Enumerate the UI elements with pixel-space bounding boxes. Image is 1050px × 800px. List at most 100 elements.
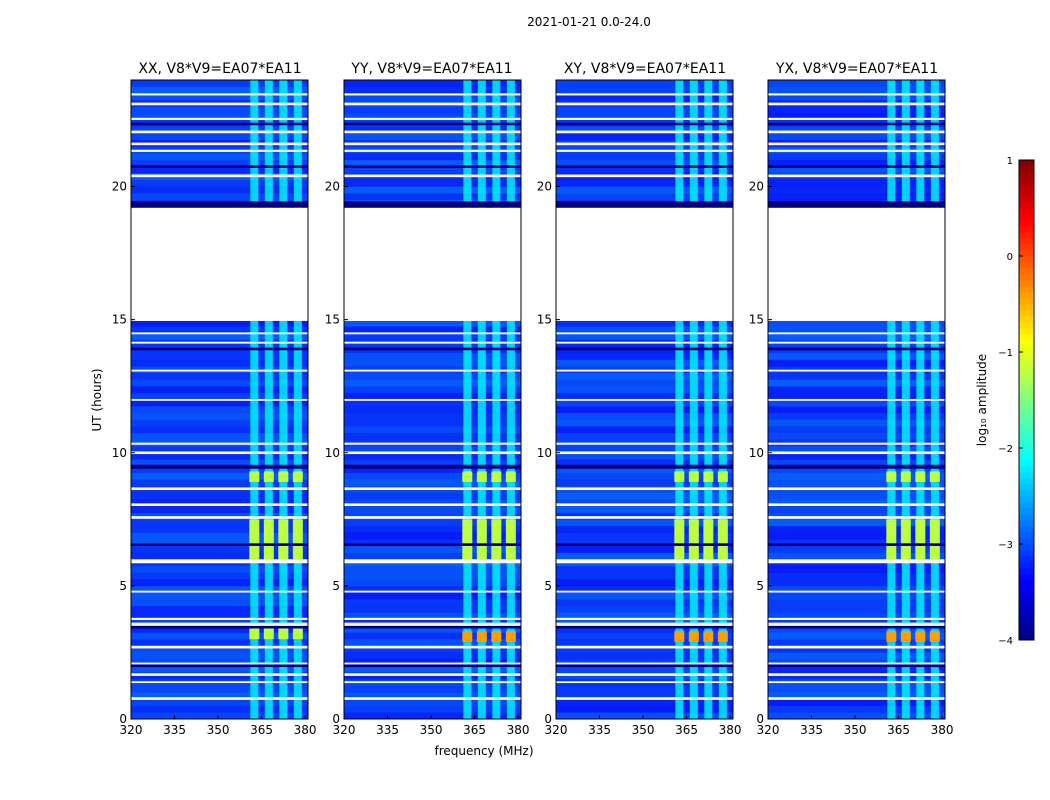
y-tick-label: 15 (112, 313, 127, 327)
noise-row (344, 372, 521, 380)
noise-row (768, 459, 945, 467)
noise-row (131, 126, 308, 134)
noise-row (131, 539, 308, 547)
noise-row (556, 93, 733, 101)
flag-stripe (556, 681, 733, 684)
noise-row (344, 126, 521, 134)
flag-stripe (556, 622, 733, 626)
flag-stripe (131, 117, 308, 120)
x-tick-label: 380 (507, 723, 530, 737)
noise-row (131, 499, 308, 507)
flag-stripe (344, 332, 521, 335)
noise-row (768, 652, 945, 660)
noise-row (131, 80, 308, 87)
colorbar-segment (1019, 490, 1034, 497)
flag-stripe (131, 662, 308, 665)
flag-stripe (131, 503, 308, 506)
heatmap-panel-xx: 320 335 350 365 380 0 5 10 15 20 (112, 79, 317, 737)
noise-row (768, 186, 945, 194)
rfi-burst (505, 631, 516, 642)
rfi-burst (491, 631, 502, 642)
rfi-burst (263, 519, 274, 560)
noise-row (768, 399, 945, 407)
x-tick-label: 335 (163, 723, 186, 737)
noise-row (131, 565, 308, 573)
colorbar-segment (1019, 292, 1034, 299)
colorbar-segment (1019, 412, 1034, 419)
flag-stripe (131, 645, 308, 649)
noise-row (344, 692, 521, 700)
dark-band (344, 664, 521, 668)
panel-frame (343, 79, 522, 720)
noise-row (344, 506, 521, 513)
noise-row (556, 372, 733, 380)
colorbar-segment (1019, 322, 1034, 329)
dark-band (768, 464, 945, 469)
flag-stripe (131, 516, 308, 519)
noise-row (556, 179, 733, 187)
noise-row (344, 705, 521, 713)
panel-title: YY, V8*V9=EA07*EA11 (350, 61, 512, 77)
y-tick-label: 15 (537, 313, 552, 327)
noise-row (131, 472, 308, 480)
flag-stripe (131, 697, 308, 700)
flag-stripe (131, 332, 308, 335)
flag-stripe (768, 622, 945, 626)
noise-row (344, 406, 521, 414)
noise-row (768, 479, 945, 487)
noise-row (344, 492, 521, 500)
flag-stripe (768, 93, 945, 96)
flag-stripe (131, 590, 308, 593)
colorbar-segment (1019, 208, 1034, 215)
noise-row (131, 699, 308, 706)
rfi-bursts (674, 471, 728, 642)
noise-row (556, 479, 733, 487)
flag-stripe (131, 130, 308, 134)
y-axis-label: UT (hours) (90, 368, 104, 431)
colorbar-tick-label: 1 (1007, 156, 1013, 167)
flag-stripe (344, 102, 521, 106)
flag-stripe (768, 451, 945, 455)
noise-row (344, 579, 521, 587)
colorbar-segment (1019, 448, 1034, 455)
colorbar-tick-label: −3 (998, 540, 1013, 551)
rfi-burst (249, 625, 260, 640)
rfi-burst (886, 471, 897, 483)
noise-row (556, 612, 733, 620)
noise-row (131, 332, 308, 340)
y-tick-label: 20 (325, 180, 340, 194)
noise-row (556, 585, 733, 593)
flag-stripe (556, 645, 733, 649)
colorbar-segment (1019, 382, 1034, 389)
colorbar-segment (1019, 262, 1034, 269)
noise-row (556, 392, 733, 400)
noise-row (556, 426, 733, 434)
x-tick-label: 350 (420, 723, 443, 737)
flag-stripe (344, 142, 521, 146)
noise-row (768, 86, 945, 94)
flag-stripe (131, 617, 308, 620)
noise-row (131, 153, 308, 161)
rfi-burst (717, 631, 728, 642)
dark-band (556, 165, 733, 168)
dark-band (131, 664, 308, 668)
flag-stripe (344, 451, 521, 455)
noise-row (556, 166, 733, 174)
colorbar-segment (1019, 430, 1034, 437)
noise-row (768, 386, 945, 394)
noise-row (131, 519, 308, 527)
noise-row (556, 692, 733, 700)
flag-stripe (556, 369, 733, 372)
colorbar-segment (1019, 250, 1034, 257)
colorbar-segment (1019, 226, 1034, 233)
noise-row (556, 685, 733, 693)
y-tick-label: 10 (749, 446, 764, 460)
noise-row (768, 579, 945, 587)
rfi-burst (278, 471, 289, 483)
colorbar-segment (1019, 586, 1034, 593)
flag-stripe (131, 451, 308, 455)
colorbar-segment (1019, 460, 1034, 467)
rfi-burst (249, 471, 260, 483)
noise-row (131, 625, 308, 633)
noise-row (768, 585, 945, 593)
